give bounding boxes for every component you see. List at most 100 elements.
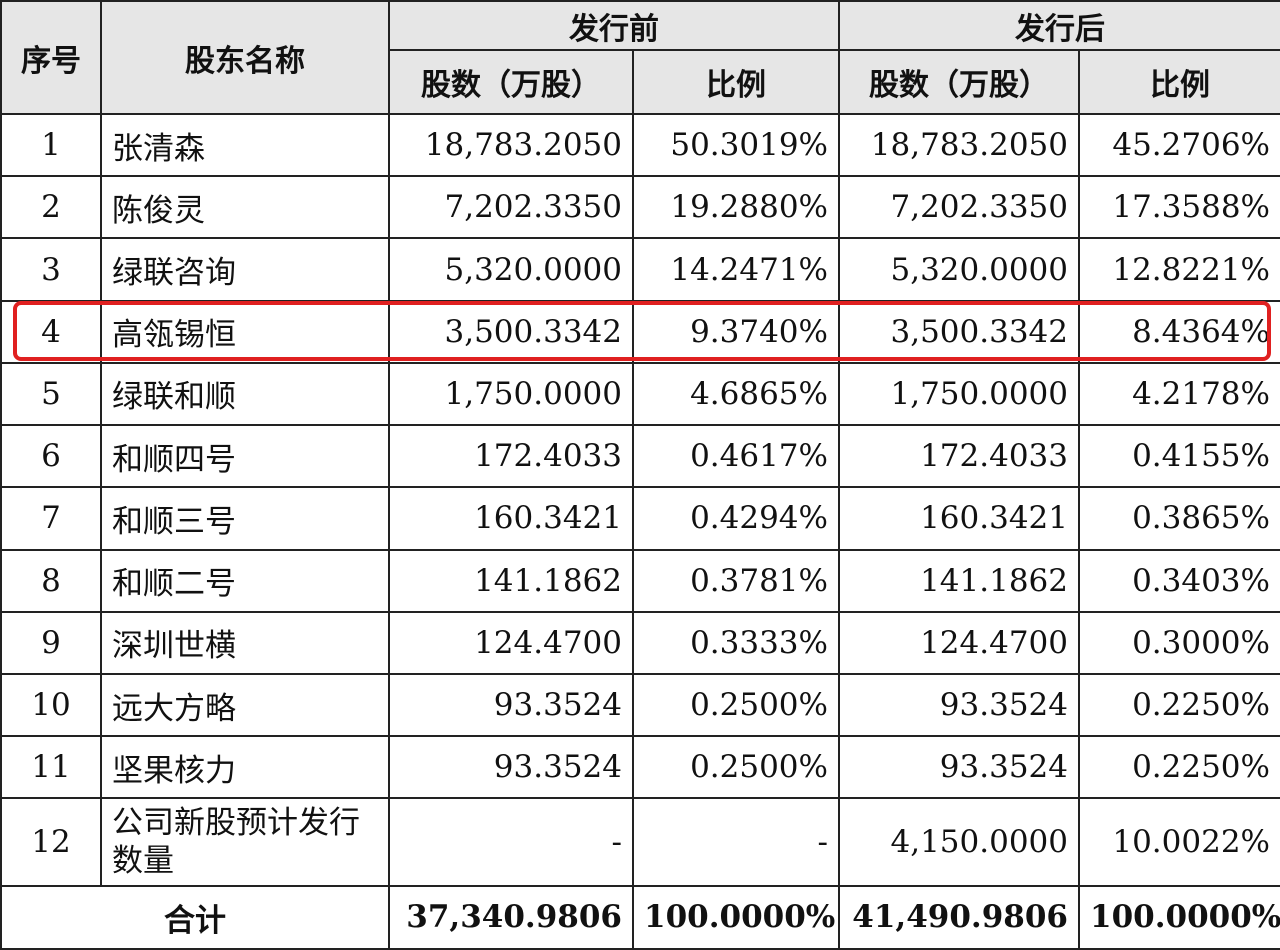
before-ratio: 0.2500% <box>632 735 840 800</box>
table-row: 6 和顺四号 172.4033 0.4617% 172.4033 0.4155% <box>0 424 1280 489</box>
after-ratio: 0.3403% <box>1078 548 1280 613</box>
table-row: 11 坚果核力 93.3524 0.2500% 93.3524 0.2250% <box>0 735 1280 800</box>
after-shares: 172.4033 <box>838 424 1080 489</box>
holder-name: 深圳世横 <box>100 610 390 675</box>
before-shares: 3,500.3342 <box>388 299 634 364</box>
before-ratio: - <box>632 797 840 887</box>
before-ratio: 19.2880% <box>632 175 840 240</box>
table-row: 2 陈俊灵 7,202.3350 19.2880% 7,202.3350 17.… <box>0 175 1280 240</box>
after-shares: 4,150.0000 <box>838 797 1080 887</box>
row-number: 1 <box>0 112 102 178</box>
holder-name: 坚果核力 <box>100 735 390 800</box>
before-shares: 93.3524 <box>388 735 634 800</box>
row-number: 12 <box>0 797 102 887</box>
holder-name: 和顺四号 <box>100 424 390 489</box>
total-before-shares: 37,340.9806 <box>388 884 634 950</box>
before-ratio: 0.2500% <box>632 672 840 738</box>
row-number: 7 <box>0 486 102 551</box>
before-shares: 93.3524 <box>388 672 634 738</box>
row-number: 5 <box>0 361 102 427</box>
before-ratio: 0.3781% <box>632 548 840 613</box>
table-row: 8 和顺二号 141.1862 0.3781% 141.1862 0.3403% <box>0 548 1280 613</box>
table-row: 7 和顺三号 160.3421 0.4294% 160.3421 0.3865% <box>0 486 1280 551</box>
seq-header: 序号 <box>0 0 102 115</box>
before-ratio-header: 比例 <box>632 49 840 115</box>
after-ratio: 17.3588% <box>1078 175 1280 240</box>
table-row: 3 绿联咨询 5,320.0000 14.2471% 5,320.0000 12… <box>0 237 1280 302</box>
header-row-sub: 股数（万股） 比例 股数（万股） 比例 <box>1 49 1280 115</box>
holder-name: 绿联咨询 <box>100 237 390 302</box>
holder-name: 绿联和顺 <box>100 361 390 427</box>
before-shares: 5,320.0000 <box>388 237 634 302</box>
before-ratio: 0.4294% <box>632 486 840 551</box>
before-ratio: 0.3333% <box>632 610 840 675</box>
holder-name: 公司新股预计发行数量 <box>100 797 390 887</box>
total-row: 合计 37,340.9806 100.0000% 41,490.9806 100… <box>0 884 1280 950</box>
after-issue-header: 发行后 <box>838 0 1280 51</box>
before-issue-header: 发行前 <box>388 0 840 51</box>
after-ratio: 10.0022% <box>1078 797 1280 887</box>
after-ratio: 45.2706% <box>1078 112 1280 178</box>
after-shares: 7,202.3350 <box>838 175 1080 240</box>
after-ratio-header: 比例 <box>1078 49 1280 115</box>
after-shares: 3,500.3342 <box>838 299 1080 364</box>
table-row: 1 张清森 18,783.2050 50.3019% 18,783.2050 4… <box>0 112 1280 178</box>
after-shares: 1,750.0000 <box>838 361 1080 427</box>
holder-name: 高瓴锡恒 <box>100 299 390 364</box>
before-shares: 7,202.3350 <box>388 175 634 240</box>
after-shares: 160.3421 <box>838 486 1080 551</box>
holder-name: 张清森 <box>100 112 390 178</box>
holder-name: 和顺三号 <box>100 486 390 551</box>
row-number: 4 <box>0 299 102 364</box>
total-after-ratio: 100.0000% <box>1078 884 1280 950</box>
total-after-shares: 41,490.9806 <box>838 884 1080 950</box>
before-shares: 172.4033 <box>388 424 634 489</box>
after-ratio: 0.3000% <box>1078 610 1280 675</box>
after-ratio: 0.2250% <box>1078 735 1280 800</box>
before-shares: 1,750.0000 <box>388 361 634 427</box>
after-ratio: 4.2178% <box>1078 361 1280 427</box>
holder-name: 陈俊灵 <box>100 175 390 240</box>
before-shares: - <box>388 797 634 887</box>
after-shares: 18,783.2050 <box>838 112 1080 178</box>
after-ratio: 8.4364% <box>1078 299 1280 364</box>
after-shares: 93.3524 <box>838 672 1080 738</box>
table-row: 5 绿联和顺 1,750.0000 4.6865% 1,750.0000 4.2… <box>0 361 1280 427</box>
table-row: 10 远大方略 93.3524 0.2500% 93.3524 0.2250% <box>0 672 1280 738</box>
after-shares: 141.1862 <box>838 548 1080 613</box>
after-shares: 5,320.0000 <box>838 237 1080 302</box>
before-ratio: 14.2471% <box>632 237 840 302</box>
before-shares-header: 股数（万股） <box>388 49 634 115</box>
row-number: 9 <box>0 610 102 675</box>
after-ratio: 0.2250% <box>1078 672 1280 738</box>
before-shares: 160.3421 <box>388 486 634 551</box>
total-before-ratio: 100.0000% <box>632 884 840 950</box>
before-ratio: 0.4617% <box>632 424 840 489</box>
after-ratio: 0.3865% <box>1078 486 1280 551</box>
after-shares: 93.3524 <box>838 735 1080 800</box>
row-number: 6 <box>0 424 102 489</box>
before-ratio: 50.3019% <box>632 112 840 178</box>
after-shares: 124.4700 <box>838 610 1080 675</box>
table-row: 9 深圳世横 124.4700 0.3333% 124.4700 0.3000% <box>0 610 1280 675</box>
before-ratio: 9.3740% <box>632 299 840 364</box>
before-ratio: 4.6865% <box>632 361 840 427</box>
row-number: 11 <box>0 735 102 800</box>
holder-name: 和顺二号 <box>100 548 390 613</box>
row-number: 2 <box>0 175 102 240</box>
before-shares: 124.4700 <box>388 610 634 675</box>
before-shares: 141.1862 <box>388 548 634 613</box>
after-ratio: 12.8221% <box>1078 237 1280 302</box>
after-ratio: 0.4155% <box>1078 424 1280 489</box>
row-number: 10 <box>0 672 102 738</box>
table-row: 12 公司新股预计发行数量 - - 4,150.0000 10.0022% <box>0 797 1280 887</box>
after-shares-header: 股数（万股） <box>838 49 1080 115</box>
row-number: 8 <box>0 548 102 613</box>
holder-header: 股东名称 <box>100 0 390 115</box>
row-number: 3 <box>0 237 102 302</box>
header-row-top: 序号 股东名称 发行前 发行后 <box>0 0 1280 115</box>
holder-name: 远大方略 <box>100 672 390 738</box>
before-shares: 18,783.2050 <box>388 112 634 178</box>
total-label: 合计 <box>0 884 390 950</box>
